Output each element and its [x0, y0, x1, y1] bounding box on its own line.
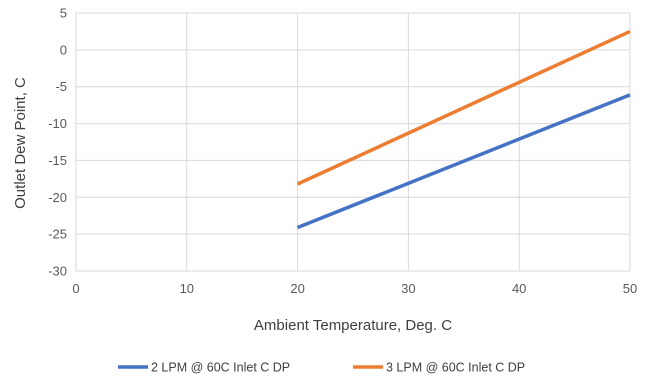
x-axis-ticks: 0 10 20 30 40 50 — [72, 281, 637, 296]
x-axis-title: Ambient Temperature, Deg. C — [254, 317, 452, 334]
x-tick-label: 50 — [623, 281, 637, 296]
series-line-2 — [296, 29, 631, 186]
y-tick-label: 5 — [60, 6, 67, 21]
series-lines — [296, 29, 631, 230]
y-tick-label: -10 — [48, 116, 67, 131]
x-tick-label: 0 — [72, 281, 79, 296]
y-axis-title: Outlet Dew Point, C — [12, 77, 29, 209]
legend-label-1: 2 LPM @ 60C Inlet C DP — [151, 361, 290, 375]
y-tick-label: -15 — [48, 153, 67, 168]
y-axis-ticks: 5 0 -5 -10 -15 -20 -25 -30 — [48, 6, 67, 279]
y-tick-label: 0 — [60, 42, 67, 57]
x-tick-label: 10 — [180, 281, 194, 296]
y-tick-label: -5 — [55, 79, 67, 94]
x-tick-label: 20 — [290, 281, 304, 296]
x-tick-label: 40 — [512, 281, 526, 296]
legend-label-2: 3 LPM @ 60C Inlet C DP — [386, 361, 525, 375]
y-tick-label: -25 — [48, 227, 67, 242]
y-tick-label: -30 — [48, 264, 67, 279]
y-tick-label: -20 — [48, 190, 67, 205]
legend: 2 LPM @ 60C Inlet C DP 3 LPM @ 60C Inlet … — [118, 361, 525, 375]
series-line-1 — [296, 93, 631, 230]
x-tick-label: 30 — [401, 281, 415, 296]
grid-lines — [75, 12, 631, 272]
